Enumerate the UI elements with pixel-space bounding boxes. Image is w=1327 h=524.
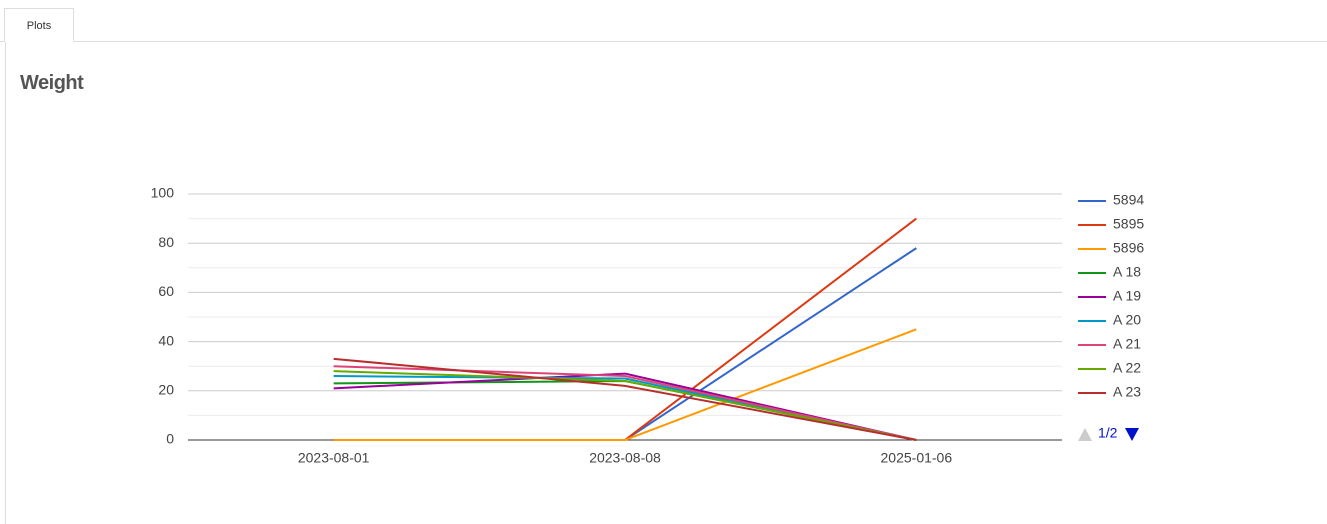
series-line	[333, 328, 917, 441]
legend-next[interactable]	[1125, 428, 1139, 441]
legend-label: 5896	[1113, 240, 1144, 256]
series-line	[333, 379, 917, 441]
legend-label: A 23	[1113, 384, 1141, 400]
series-line	[333, 217, 917, 441]
legend-label: A 20	[1113, 312, 1141, 328]
series-line	[333, 365, 917, 441]
legend-page: 1/2	[1098, 425, 1118, 441]
y-tick-label: 0	[166, 431, 174, 447]
chart-title: Weight	[20, 72, 84, 94]
legend-label: A 18	[1113, 264, 1141, 280]
tab[interactable]: Plots	[4, 8, 74, 42]
tab-bar: Plots	[0, 0, 1327, 42]
panel	[5, 42, 1327, 524]
series-line	[333, 370, 917, 441]
legend-label: 5894	[1113, 192, 1144, 208]
legend-prev[interactable]	[1078, 428, 1092, 441]
y-tick-label: 80	[158, 234, 174, 250]
legend-label: A 19	[1113, 288, 1141, 304]
legend-label: A 21	[1113, 336, 1141, 352]
x-tick-label: 2023-08-08	[589, 450, 661, 466]
series-line	[333, 357, 917, 441]
series-line	[333, 372, 917, 441]
series-line	[333, 247, 917, 441]
x-tick-label: 2023-08-01	[298, 450, 370, 466]
legend-label: A 22	[1113, 360, 1141, 376]
x-tick-label: 2025-01-06	[881, 450, 953, 466]
y-tick-label: 100	[151, 185, 175, 201]
y-tick-label: 40	[158, 332, 174, 348]
y-tick-label: 20	[158, 382, 174, 398]
y-tick-label: 60	[158, 283, 174, 299]
legend-label: 5895	[1113, 216, 1144, 232]
